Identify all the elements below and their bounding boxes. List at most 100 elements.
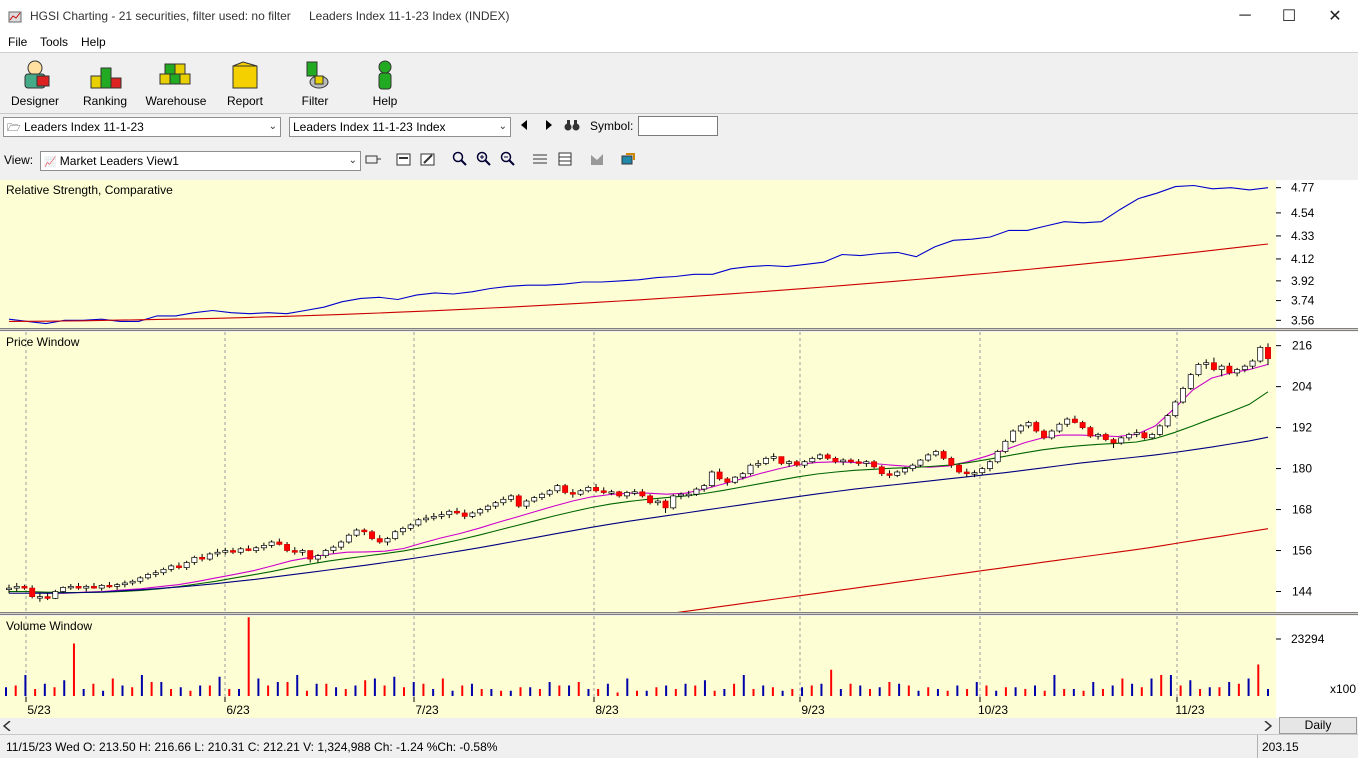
date-tick-label: 10/23 <box>978 703 1008 717</box>
candle-body <box>600 490 607 493</box>
candle-body <box>1156 425 1163 435</box>
period-button[interactable]: Daily <box>1279 717 1357 734</box>
list-selector-value: Leaders Index 11-1-23 <box>23 120 144 134</box>
price-axis-ticks: 144 156 168 180 192 204 216 <box>1276 339 1312 599</box>
candle-body <box>1133 432 1140 435</box>
axis-corner <box>1276 697 1358 718</box>
minimize-button[interactable]: ─ <box>1239 7 1251 24</box>
scroll-left-icon[interactable] <box>3 721 11 731</box>
report-button[interactable]: Report <box>212 55 278 111</box>
candle-body <box>121 582 128 586</box>
filter-label: Filter <box>301 94 329 108</box>
warehouse-icon <box>159 63 191 85</box>
candle-body <box>484 505 491 510</box>
candle-body <box>678 493 684 497</box>
edit-icon <box>420 153 435 166</box>
date-axis-labels: 5/23 6/23 7/23 8/23 9/23 10/23 11/23 <box>25 697 1205 717</box>
candle-body <box>593 487 599 492</box>
candle-body <box>191 557 198 563</box>
date-tick-label: 8/23 <box>595 703 619 717</box>
date-tick-label: 6/23 <box>226 703 250 717</box>
candle-body <box>13 586 20 589</box>
data-table-icon <box>558 152 572 166</box>
ranking-label: Ranking <box>82 94 128 108</box>
previous-security-button[interactable] <box>515 116 533 134</box>
horizontal-scrollbar[interactable] <box>0 718 1276 734</box>
draw-tool-icon <box>591 154 603 165</box>
find-button[interactable] <box>563 116 581 134</box>
candle-body <box>1210 362 1217 370</box>
candle-body <box>152 572 159 575</box>
menu-help[interactable]: Help <box>81 35 106 49</box>
price-tick-label: 156 <box>1292 544 1312 558</box>
candle-body <box>338 541 345 548</box>
chevron-down-icon: ⌄ <box>268 121 277 132</box>
candle-body <box>894 471 901 476</box>
indicators-button[interactable] <box>531 150 549 168</box>
maximize-button[interactable]: ☐ <box>1281 8 1297 25</box>
index-selector[interactable]: Leaders Index 11-1-23 Index ⌄ <box>289 117 511 137</box>
candle-body <box>778 456 785 464</box>
candle-body <box>801 461 808 466</box>
filter-button[interactable]: Filter <box>282 55 348 111</box>
candle-body <box>647 495 654 504</box>
view-selector[interactable]: 📈 Market Leaders View1 ⌄ <box>40 151 361 171</box>
candle-body <box>230 550 236 553</box>
rs-line <box>8 184 1269 325</box>
scroll-right-icon[interactable] <box>1264 721 1272 731</box>
title-bar: HGSI Charting - 21 securities, filter us… <box>0 0 1358 32</box>
rs-tick-label: 4.12 <box>1291 252 1315 266</box>
price-panel: Price Window <box>0 332 1276 612</box>
status-bar: 11/15/23 Wed O: 213.50 H: 216.66 L: 210.… <box>0 734 1358 758</box>
list-selector[interactable]: 🗁 Leaders Index 11-1-23 ⌄ <box>3 117 281 137</box>
price-tick-label: 144 <box>1292 585 1312 599</box>
ranking-icon <box>90 67 122 89</box>
candle-body <box>948 457 955 466</box>
caret-right-icon <box>546 120 552 130</box>
candle-body <box>461 512 468 517</box>
menu-tools[interactable]: Tools <box>40 35 69 49</box>
candle-body <box>206 553 213 560</box>
price-plot[interactable] <box>0 332 1276 612</box>
designer-button[interactable]: Designer <box>2 55 68 111</box>
candle-body <box>291 550 298 553</box>
symbol-input[interactable] <box>638 116 718 136</box>
view-manager-button[interactable] <box>364 150 382 168</box>
ranking-button[interactable]: Ranking <box>72 55 138 111</box>
settings-button[interactable] <box>395 150 413 168</box>
date-tick-label: 5/23 <box>27 703 51 717</box>
candle-body <box>817 454 823 459</box>
index-selector-value: Leaders Index 11-1-23 Index <box>293 120 446 134</box>
data-table-button[interactable] <box>556 150 574 168</box>
export-button[interactable] <box>619 150 637 168</box>
candle-body <box>1257 347 1264 362</box>
report-icon <box>232 61 258 89</box>
candle-body <box>438 514 445 517</box>
warehouse-button[interactable]: Warehouse <box>142 55 210 111</box>
candle-body <box>886 473 893 476</box>
rs-plot <box>8 184 1269 325</box>
candle-body <box>361 529 368 533</box>
close-button[interactable]: ✕ <box>1328 8 1342 25</box>
volume-unit: x100 <box>1330 682 1357 696</box>
menu-file[interactable]: File <box>8 35 28 49</box>
caret-left-icon <box>521 120 527 130</box>
panel-divider[interactable] <box>0 328 1358 331</box>
draw-tool-button[interactable] <box>588 150 606 168</box>
zoom-in-button[interactable] <box>475 150 493 168</box>
candle-body <box>1064 418 1071 425</box>
edit-button[interactable] <box>419 150 437 168</box>
candle-body <box>477 509 484 514</box>
zoom-out-button[interactable] <box>499 150 517 168</box>
price-tick-label: 204 <box>1292 380 1312 394</box>
zoom-button[interactable] <box>451 150 469 168</box>
candle-body <box>855 461 862 464</box>
next-security-button[interactable] <box>540 116 558 134</box>
candle-body <box>322 550 329 557</box>
candle-body <box>60 587 67 592</box>
zoom-out-icon <box>500 151 515 166</box>
panel-divider[interactable] <box>0 612 1358 615</box>
binoculars-icon <box>564 120 580 131</box>
candle-body <box>91 586 97 589</box>
help-button[interactable]: Help <box>352 55 418 111</box>
